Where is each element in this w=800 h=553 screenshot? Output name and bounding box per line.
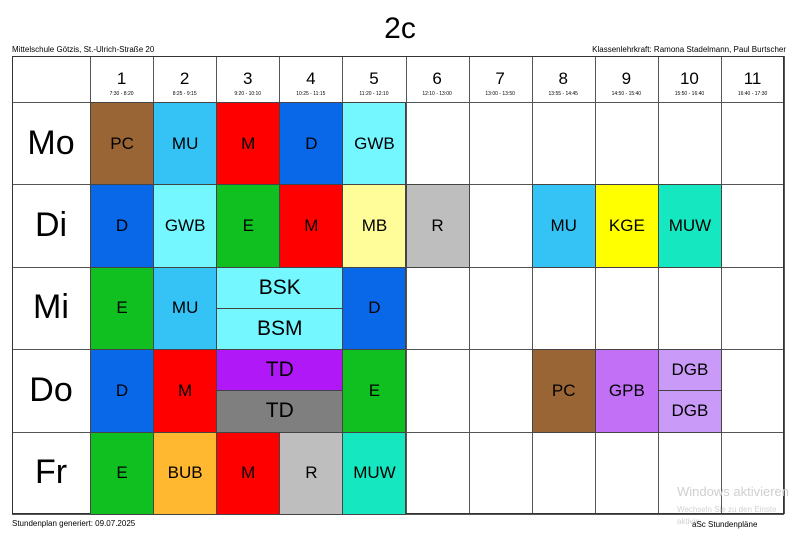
lesson-cell[interactable]: PC: [531, 349, 596, 433]
school-name: Mittelschule Götzis, St.-Ulrich-Straße 2…: [12, 45, 155, 54]
windows-activation-watermark: Windows aktivieren: [677, 484, 789, 499]
class-teacher: Klassenlehrkraft: Ramona Stadelmann, Pau…: [592, 45, 786, 54]
lesson-cell[interactable]: KGE: [594, 184, 659, 268]
lesson-cell[interactable]: GWB: [342, 102, 407, 186]
lesson-cell[interactable]: MU: [153, 266, 218, 351]
day-label: Mi: [33, 288, 69, 327]
grid-column-line: [468, 56, 470, 514]
lesson-cell[interactable]: BSM: [216, 308, 344, 351]
period-number: 8: [558, 69, 568, 88]
grid-column-line: [721, 56, 722, 514]
watermark-line-3: aktivie: [677, 517, 700, 526]
lesson-cell[interactable]: M: [153, 349, 218, 433]
period-header: 3 9:20 - 10:10: [216, 56, 279, 102]
period-number: 1: [116, 69, 127, 88]
period-time: 13:55 - 14:45: [548, 91, 578, 97]
watermark-line-2: Wechseln Sie zu den Einste: [677, 505, 777, 514]
lesson-cell[interactable]: BSK: [216, 266, 344, 309]
generated-date: Stundenplan generiert: 09.07.2025: [12, 519, 136, 528]
lesson-cell[interactable]: E: [90, 431, 155, 515]
lesson-cell[interactable]: M: [216, 102, 281, 186]
grid-column-line: [594, 56, 596, 514]
period-time: 13:00 - 13:50: [485, 91, 515, 97]
lesson-cell[interactable]: R: [279, 431, 344, 515]
period-number: 4: [306, 69, 316, 88]
period-header: 1 7:30 - 8:20: [90, 56, 153, 102]
period-time: 12:10 - 13:00: [422, 91, 452, 97]
period-number: 2: [179, 69, 190, 88]
lesson-cell[interactable]: E: [90, 266, 155, 351]
lesson-cell[interactable]: D: [90, 184, 155, 268]
lesson-cell[interactable]: MU: [153, 102, 218, 186]
lesson-cell[interactable]: GPB: [594, 349, 659, 433]
period-number: 10: [679, 69, 699, 88]
period-time: 16:40 - 17:30: [737, 91, 768, 97]
lesson-cell[interactable]: MU: [531, 184, 596, 268]
lesson-cell[interactable]: MUW: [657, 184, 722, 268]
lesson-cell[interactable]: BUB: [153, 431, 218, 515]
grid-column-line: [657, 56, 659, 514]
timetable-title: 2c: [384, 12, 416, 45]
day-label: Do: [29, 370, 73, 409]
lesson-cell[interactable]: DGB: [657, 349, 722, 392]
lesson-cell[interactable]: M: [216, 431, 281, 515]
period-number: 6: [432, 69, 442, 88]
lesson-cell[interactable]: E: [216, 184, 281, 268]
period-header: 5 11:20 - 12:10: [342, 56, 405, 102]
grid-column-line: [531, 56, 533, 514]
period-header: 10 15:50 - 16:40: [658, 56, 721, 102]
lesson-cell[interactable]: D: [342, 266, 407, 351]
day-label: Di: [34, 206, 68, 245]
period-time: 14:50 - 15:40: [611, 91, 642, 97]
lesson-cell[interactable]: TD: [216, 390, 344, 433]
software-brand: aSc Stundenpläne: [692, 520, 758, 529]
grid-column-line: [784, 56, 786, 514]
period-header: 11 16:40 - 17:30: [721, 56, 784, 102]
windows-activation-hint: Wechseln Sie zu den Einste aktivie: [677, 504, 776, 528]
lesson-cell[interactable]: MB: [342, 184, 407, 268]
lesson-cell[interactable]: D: [279, 102, 344, 186]
period-header: 8 13:55 - 14:45: [532, 56, 595, 102]
period-number: 9: [621, 69, 632, 88]
period-time: 10:25 - 11:15: [296, 91, 326, 97]
period-time: 9:20 - 10:10: [234, 91, 262, 97]
period-number: 11: [743, 69, 762, 88]
period-time: 11:20 - 12:10: [359, 91, 389, 97]
day-label: Mo: [27, 123, 75, 162]
lesson-cell[interactable]: MUW: [342, 431, 407, 515]
period-header: 6 12:10 - 13:00: [406, 56, 469, 102]
timetable-grid: 1 7:30 - 8:20 2 8:25 - 9:15 3 9:20 - 10:10 4 10…: [12, 56, 786, 515]
lesson-cell[interactable]: M: [279, 184, 344, 268]
period-number: 5: [369, 69, 379, 88]
lesson-cell[interactable]: GWB: [153, 184, 218, 268]
period-header: 9 14:50 - 15:40: [595, 56, 658, 102]
lesson-cell[interactable]: TD: [216, 349, 344, 392]
period-number: 7: [495, 69, 505, 88]
lesson-cell[interactable]: D: [90, 349, 155, 433]
period-header: 2 8:25 - 9:15: [153, 56, 216, 102]
period-time: 15:50 - 16:40: [674, 91, 705, 97]
day-label: Fr: [34, 453, 68, 492]
lesson-cell[interactable]: R: [405, 184, 470, 268]
period-time: 8:25 - 9:15: [172, 91, 197, 97]
period-header: 7 13:00 - 13:50: [469, 56, 532, 102]
lesson-cell[interactable]: PC: [90, 102, 155, 186]
lesson-cell[interactable]: E: [342, 349, 407, 433]
period-number: 3: [243, 69, 253, 88]
lesson-cell[interactable]: DGB: [657, 390, 722, 433]
period-header: 4 10:25 - 11:15: [279, 56, 342, 102]
period-time: 7:30 - 8:20: [109, 91, 134, 97]
